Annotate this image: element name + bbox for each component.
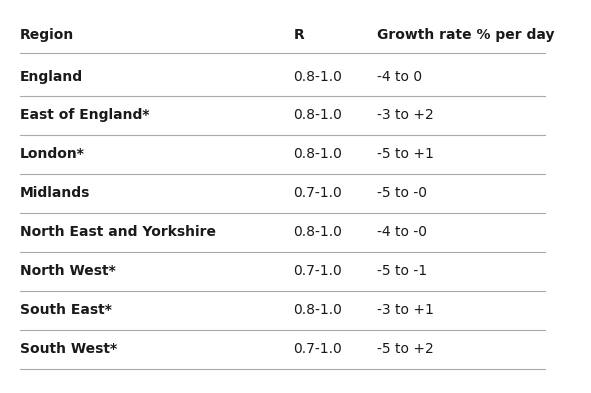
Text: R: R [294,28,304,42]
Text: South West*: South West* [20,342,116,356]
Text: England: England [20,70,83,83]
Text: South East*: South East* [20,303,112,317]
Text: Midlands: Midlands [20,186,90,200]
Text: 0.8-1.0: 0.8-1.0 [294,70,342,83]
Text: 0.7-1.0: 0.7-1.0 [294,342,342,356]
Text: Region: Region [20,28,74,42]
Text: 0.7-1.0: 0.7-1.0 [294,264,342,278]
Text: -3 to +2: -3 to +2 [378,108,434,123]
Text: Growth rate % per day: Growth rate % per day [378,28,555,42]
Text: -5 to +2: -5 to +2 [378,342,434,356]
Text: North East and Yorkshire: North East and Yorkshire [20,226,216,239]
Text: -5 to -1: -5 to -1 [378,264,427,278]
Text: -3 to +1: -3 to +1 [378,303,434,317]
Text: 0.8-1.0: 0.8-1.0 [294,147,342,162]
Text: -4 to -0: -4 to -0 [378,226,427,239]
Text: 0.8-1.0: 0.8-1.0 [294,303,342,317]
Text: -5 to -0: -5 to -0 [378,186,427,200]
Text: East of England*: East of England* [20,108,149,123]
Text: 0.8-1.0: 0.8-1.0 [294,226,342,239]
Text: -5 to +1: -5 to +1 [378,147,434,162]
Text: -4 to 0: -4 to 0 [378,70,423,83]
Text: 0.8-1.0: 0.8-1.0 [294,108,342,123]
Text: London*: London* [20,147,85,162]
Text: North West*: North West* [20,264,115,278]
Text: 0.7-1.0: 0.7-1.0 [294,186,342,200]
